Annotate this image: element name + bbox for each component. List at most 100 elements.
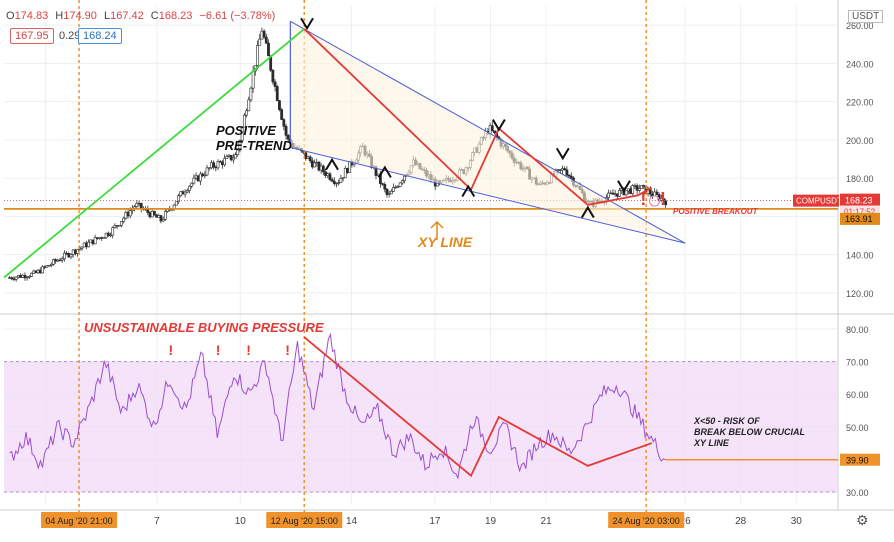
candle <box>199 171 202 186</box>
candle-body <box>120 221 123 226</box>
candle-body <box>308 156 312 162</box>
candle-body <box>389 190 393 195</box>
candle-body <box>273 81 277 87</box>
candle <box>400 179 404 185</box>
candle <box>317 160 321 172</box>
candle <box>148 211 152 219</box>
candle <box>117 225 121 227</box>
candle <box>80 246 84 251</box>
candle-body <box>100 237 104 239</box>
candle-body <box>65 252 69 255</box>
time-tick-label: 7 <box>154 516 160 527</box>
candle <box>47 265 51 267</box>
candle-body <box>47 265 51 267</box>
candle <box>122 216 126 224</box>
candle-body <box>117 225 121 227</box>
candle <box>106 231 110 237</box>
candle-body <box>183 191 187 195</box>
time-highlight-bg <box>608 512 685 528</box>
candle <box>383 182 387 193</box>
ohlc-readout: O174.83 H174.90 L167.42 C168.23 −6.61 (−… <box>6 10 275 22</box>
candle <box>27 275 31 279</box>
last-price-tag-label: 168.23 <box>845 196 873 206</box>
candle <box>275 84 279 102</box>
candle-body <box>317 161 321 171</box>
candle <box>102 237 106 239</box>
candle <box>41 265 44 274</box>
bid-price-button[interactable]: 167.95 <box>10 28 54 44</box>
candle-body <box>139 202 143 209</box>
candle-body <box>613 193 617 195</box>
candle-body <box>49 264 53 266</box>
candle-body <box>383 184 387 190</box>
candle <box>343 165 347 178</box>
candle <box>330 177 334 183</box>
candle-body <box>242 114 246 128</box>
candle-body <box>177 195 180 203</box>
candle <box>203 171 207 179</box>
candle-body <box>392 187 395 192</box>
candle <box>260 27 264 40</box>
candle-body <box>45 265 49 268</box>
candle <box>109 232 112 238</box>
annotation-rsi-line1: X<50 - RISK OF <box>693 416 760 426</box>
candle-body <box>387 193 391 195</box>
candle-body <box>258 38 262 46</box>
candle <box>387 190 391 198</box>
price-tick-label: 120.00 <box>846 289 874 299</box>
candle <box>490 121 494 132</box>
candle <box>183 189 187 198</box>
candle <box>60 256 64 263</box>
candle-body <box>315 161 319 164</box>
candle-body <box>346 168 349 173</box>
candle <box>609 190 613 195</box>
candle <box>126 209 130 219</box>
settings-gear-icon[interactable]: ⚙ <box>856 512 869 528</box>
price-tick-label: 260.00 <box>846 21 874 31</box>
candle <box>615 193 619 199</box>
candle <box>172 203 176 212</box>
candle-body <box>626 188 630 192</box>
candle-body <box>609 192 613 195</box>
candle <box>188 185 191 194</box>
candle <box>631 184 635 197</box>
green-trendline <box>3 28 305 279</box>
candle <box>104 232 108 240</box>
candle <box>19 273 22 278</box>
candle-body <box>631 185 635 194</box>
candle <box>87 239 90 248</box>
candle-body <box>161 219 165 222</box>
candle-body <box>245 110 248 116</box>
candle <box>267 39 270 57</box>
candle <box>398 182 402 188</box>
candle-body <box>196 175 200 182</box>
candle-body <box>32 270 36 274</box>
candle <box>181 190 185 195</box>
time-highlight-bg <box>41 512 118 528</box>
candle-body <box>490 125 494 132</box>
candle-body <box>642 185 646 187</box>
currency-badge[interactable]: USDT <box>848 10 884 23</box>
time-tick-label: 17 <box>429 516 441 527</box>
breakout-circle <box>648 195 661 207</box>
candle-body <box>152 210 156 216</box>
candle <box>256 40 259 70</box>
candle <box>271 68 275 85</box>
candle <box>8 275 11 279</box>
candle-body <box>306 156 310 160</box>
candle-body <box>260 30 264 40</box>
candle <box>58 257 62 262</box>
candle-body <box>155 214 158 218</box>
candle-body <box>400 180 404 184</box>
candle <box>332 177 336 187</box>
candle <box>214 165 218 172</box>
ask-price-button[interactable]: 168.24 <box>78 28 122 44</box>
candle <box>98 237 101 240</box>
candle-body <box>569 175 573 179</box>
candle-body <box>82 242 86 248</box>
candle <box>76 249 79 257</box>
candle-body <box>137 202 141 205</box>
candle <box>221 160 224 169</box>
candle-body <box>275 86 279 101</box>
